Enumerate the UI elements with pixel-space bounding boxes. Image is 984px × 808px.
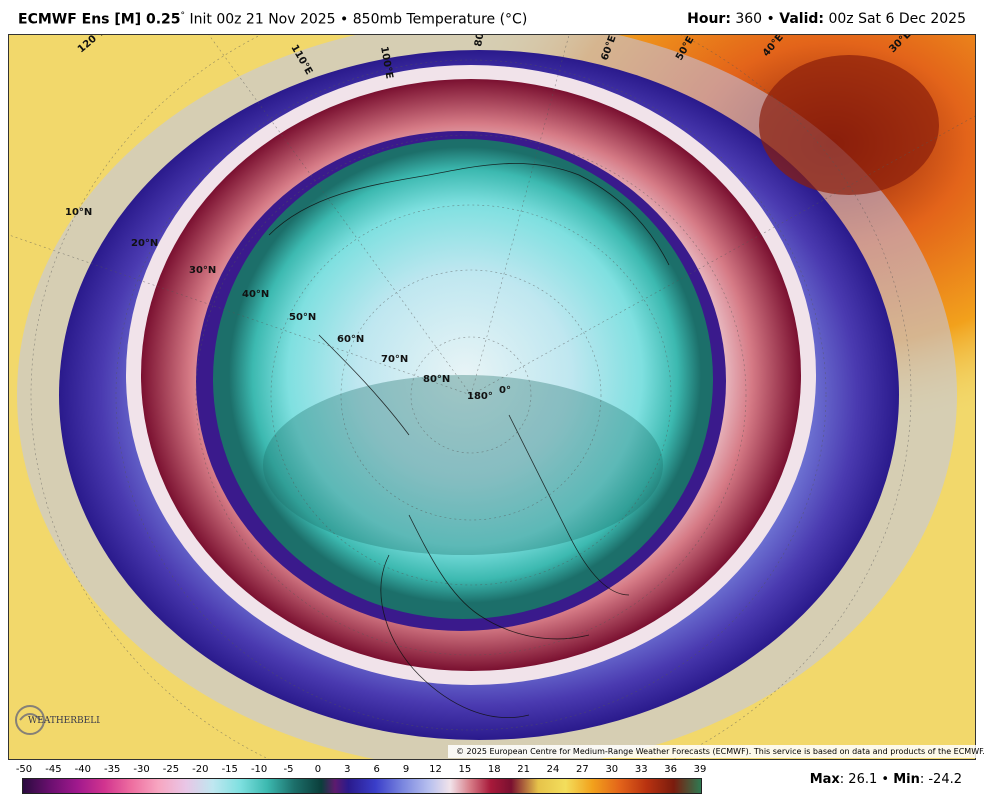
header: ECMWF Ens [M] 0.25° Init 00z 21 Nov 2025… <box>0 0 984 34</box>
graticule <box>9 35 975 759</box>
color-legend: -50 -45 -40 -35 -30 -25 -20 -15 -10 -5 0 3 6 9 12 15 18 2… <box>16 764 707 804</box>
legend-tick-label: 27 <box>576 764 589 775</box>
legend-tick-label: -5 <box>283 764 294 775</box>
legend-tick-label: -40 <box>74 764 91 775</box>
lat-label-50n: 50°N <box>289 312 316 323</box>
map-title: ECMWF Ens [M] 0.25° Init 00z 21 Nov 2025… <box>18 11 527 28</box>
degree-symbol: ° <box>180 11 186 21</box>
init-text: Init 00z 21 Nov 2025 • 850mb Temperature… <box>185 11 528 28</box>
legend-tick-label: 39 <box>693 764 707 775</box>
lat-label-70n: 70°N <box>381 354 408 365</box>
logo-text: WEATHERBELL <box>28 716 100 726</box>
legend-tick-label: -20 <box>192 764 209 775</box>
legend-tick-label: 0 <box>314 764 322 775</box>
weatherbell-logo: WEATHERBELL <box>14 698 102 746</box>
max-label: Max <box>809 772 840 787</box>
legend-tick-label: 6 <box>373 764 380 775</box>
hour-label: Hour: <box>687 11 731 27</box>
lat-label-80n: 80°N <box>423 374 450 385</box>
legend-tick-label: 15 <box>458 764 472 775</box>
valid-label: Valid: <box>779 11 824 27</box>
legend-tick-label: 18 <box>487 764 501 775</box>
model-name: ECMWF Ens [M] 0.25 <box>18 11 181 28</box>
lon-label-180: 180° <box>467 391 493 402</box>
legend-tick-label: 33 <box>634 764 648 775</box>
legend-colorbar <box>22 778 702 794</box>
map-canvas: 10°N 20°N 30°N 40°N 50°N 60°N 70°N 80°N … <box>9 35 975 759</box>
legend-tick-label: 3 <box>344 764 351 775</box>
legend-ticks: -50 -45 -40 -35 -30 -25 -20 -15 -10 -5 0 3 6 9 12 15 18 2… <box>16 764 707 778</box>
max-value: : 26.1 • <box>839 772 894 787</box>
legend-tick-label: -15 <box>221 764 238 775</box>
copyright-notice: © 2025 European Centre for Medium-Range … <box>448 745 984 758</box>
legend-tick-label: 12 <box>429 764 442 775</box>
min-value: : -24.2 <box>919 772 962 787</box>
hour-value: 360 • <box>730 11 780 27</box>
valid-value: 00z Sat 6 Dec 2025 <box>824 11 966 27</box>
legend-tick-label: -45 <box>45 764 62 775</box>
coastlines <box>268 163 670 718</box>
lat-label-20n: 20°N <box>131 238 158 249</box>
temperature-map[interactable]: 10°N 20°N 30°N 40°N 50°N 60°N 70°N 80°N … <box>8 34 976 760</box>
legend-tick-label: -25 <box>162 764 180 775</box>
lat-label-40n: 40°N <box>242 289 269 300</box>
legend-tick-label: -35 <box>104 764 121 775</box>
lat-label-10n: 10°N <box>65 207 92 218</box>
legend-tick-label: -50 <box>15 764 33 775</box>
lon-label-0: 0° <box>499 385 511 396</box>
legend-tick-label: -30 <box>133 764 150 775</box>
legend-tick-label: 30 <box>605 764 619 775</box>
legend-tick-label: 9 <box>402 764 410 775</box>
legend-tick-label: 21 <box>517 764 531 775</box>
min-label: Min <box>893 772 920 787</box>
legend-tick-label: 36 <box>664 764 677 775</box>
legend-tick-label: 24 <box>546 764 560 775</box>
lat-label-60n: 60°N <box>337 334 364 345</box>
lat-label-30n: 30°N <box>189 265 216 276</box>
legend-tick-label: -10 <box>250 764 268 775</box>
valid-time: Hour: 360 • Valid: 00z Sat 6 Dec 2025 <box>687 11 966 27</box>
max-min-readout: Max: 26.1 • Min: -24.2 <box>810 772 962 787</box>
